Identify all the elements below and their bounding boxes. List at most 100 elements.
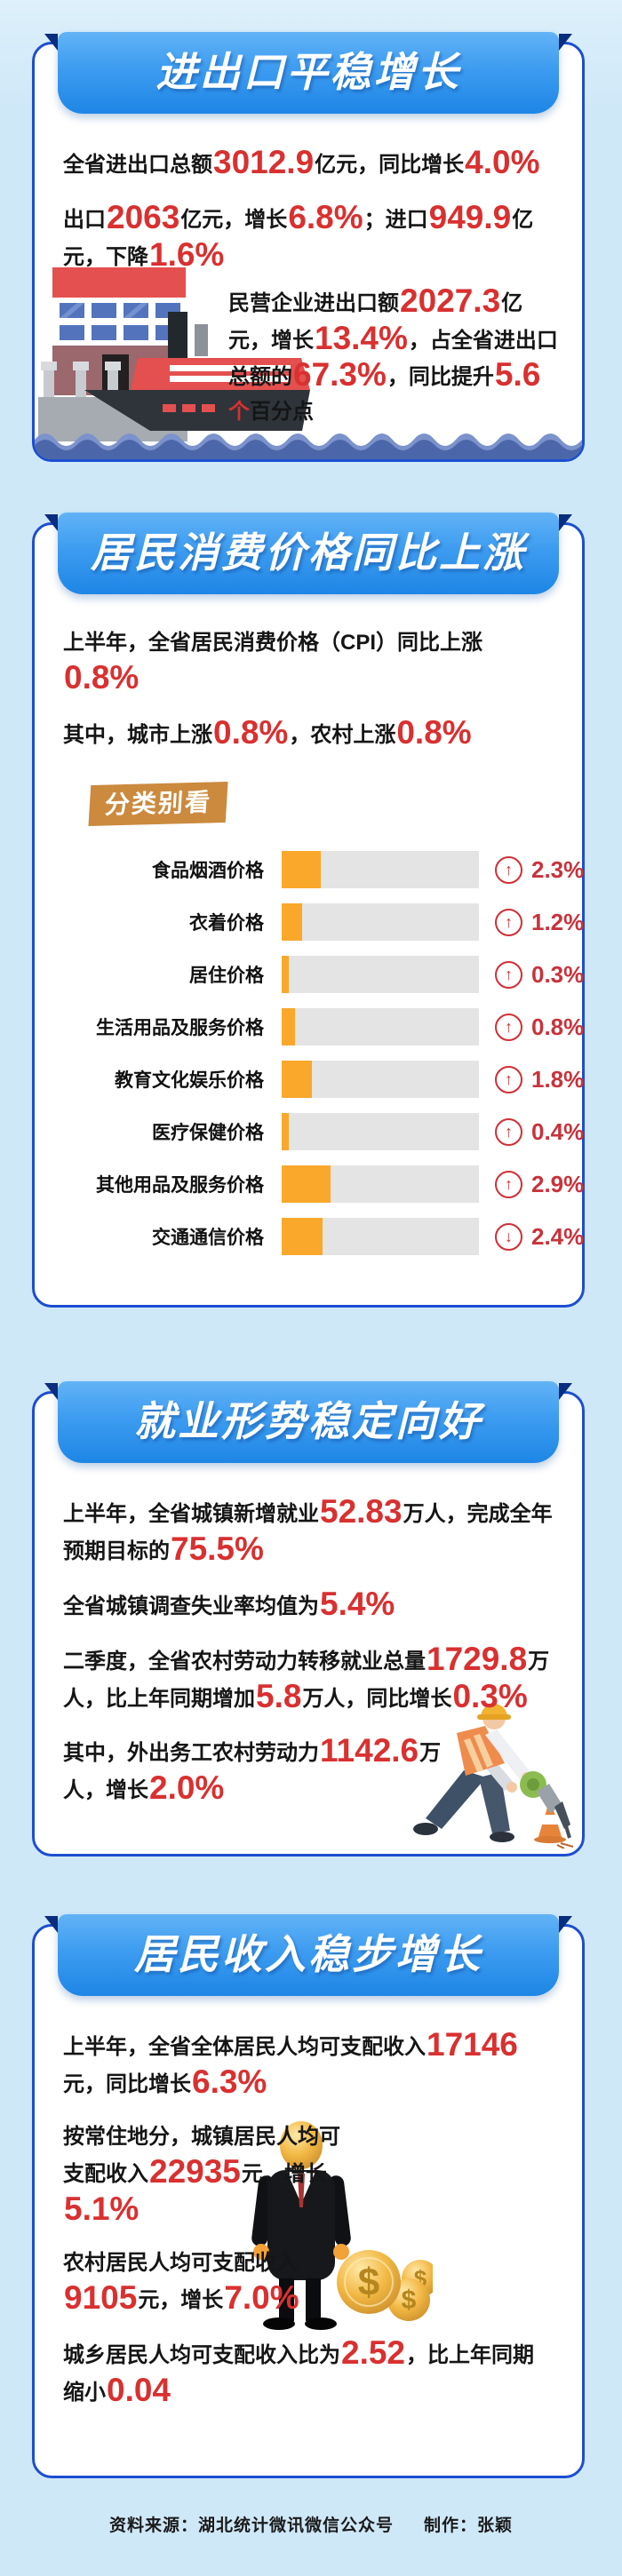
text-segment: ；进口	[363, 207, 428, 232]
cpi-bar-fill	[282, 1008, 295, 1046]
text-segment: 5.4%	[320, 1585, 395, 1622]
text-segment: 1.6%	[149, 235, 225, 273]
svg-text:$: $	[358, 2261, 379, 2304]
paragraph-cpi-headline: 上半年，全省居民消费价格（CPI）同比上涨 0.8%	[63, 626, 507, 698]
employment-body: 上半年，全省城镇新增就业52.83万人，完成全年预期目标的75.5% 全省城镇调…	[35, 1493, 582, 1809]
cpi-row-label: 居住价格	[189, 966, 264, 987]
cpi-bar-fill	[282, 1113, 289, 1151]
businessman-illustration: $ $ $	[251, 2121, 433, 2330]
arrow-up-icon: ↑	[495, 960, 522, 989]
text-segment: 13.4%	[315, 319, 408, 356]
cpi-chart-row: 生活用品及服务价格 ↑ 0.8%	[63, 1001, 584, 1053]
text-segment: 万人，同比增长	[302, 1686, 452, 1711]
paragraph-income-urban: 按常住地分，城镇居民人均可支配收入22935元，增长 5.1%	[63, 2120, 344, 2230]
cpi-chart-row: 其他用品及服务价格 ↑ 2.9%	[63, 1158, 584, 1211]
trade-banner: 进出口平稳增长	[44, 32, 572, 114]
paragraph-cpi-split: 其中，城市上涨0.8%，农村上涨0.8%	[63, 713, 554, 753]
port-ship-illustration	[38, 267, 310, 441]
income-title: 居民收入稳步增长	[134, 1931, 482, 1977]
paragraph-migrant-workers: 其中，外出务工农村劳动力1142.6万人，增长2.0%	[63, 1733, 454, 1809]
cpi-bar-chart: 食品烟酒价格 ↑ 2.3% 衣着价格 ↑ 1.2% 居住价格 ↑ 0.3% 生活用品及服务价格 ↑ 0…	[63, 844, 584, 1263]
paragraph-trade-total: 全省进出口总额3012.9亿元，同比增长4.0%	[63, 144, 554, 183]
cpi-chart-row: 食品烟酒价格 ↑ 2.3%	[63, 844, 584, 896]
cpi-bar-fill	[282, 1061, 312, 1099]
text-segment: 9105	[64, 2279, 138, 2317]
income-body: 上半年，全省全体居民人均可支配收入17146 元，同比增长6.3% 按常住地分，城…	[35, 2026, 582, 2411]
employment-banner: 就业形势稳定向好	[44, 1381, 572, 1463]
text-segment: 3012.9	[213, 144, 315, 180]
cpi-bar-track	[282, 903, 479, 942]
card-employment: 就业形势稳定向好 上半年，全省城镇新增就业52.83万人，完成全年预期目标的75…	[32, 1381, 585, 1856]
card-trade: 进出口平稳增长 全省进出口总额3012.9亿元，同比增长4.0% 出口2063亿…	[32, 32, 585, 462]
text-segment: 5.8	[256, 1677, 302, 1714]
text-segment: 6.8%	[288, 198, 363, 235]
text-segment: 民营企业进出口额	[228, 290, 399, 315]
text-segment: 上半年，全省居民消费价格（CPI）同比上涨	[63, 631, 483, 655]
cpi-bar-fill	[282, 1218, 323, 1256]
golden-head	[280, 2121, 323, 2169]
cpi-row-value: 0.3%	[531, 960, 585, 988]
text-segment: 二季度，全省农村劳动力转移就业总量	[63, 1649, 426, 1674]
cpi-body: 上半年，全省居民消费价格（CPI）同比上涨0.8% 其中，城市上涨0.8%，农村…	[35, 626, 584, 1263]
paragraph-income-overall: 上半年，全省全体居民人均可支配收入17146 元，同比增长6.3%	[63, 2026, 554, 2103]
text-segment: 0.3%	[452, 1677, 528, 1714]
text-segment: 城乡居民人均可支配收入比为	[63, 2343, 340, 2368]
text-segment: 万人，完成全年预期目标的	[63, 1502, 553, 1563]
income-banner: 居民收入稳步增长	[44, 1914, 572, 1996]
arrow-up-icon: ↑	[495, 1117, 522, 1146]
warehouse-roof	[52, 267, 186, 298]
text-segment: 67.3%	[293, 356, 387, 394]
cpi-bar-track	[282, 1008, 479, 1046]
text-segment: 亿元，增长	[180, 207, 288, 232]
text-segment: 17146	[427, 2026, 518, 2063]
cpi-row-label: 医疗保健价格	[152, 1123, 264, 1144]
text-segment: 其中，城市上涨	[63, 722, 212, 747]
cpi-chart-row: 教育文化娱乐价格 ↑ 1.8%	[63, 1053, 584, 1106]
cpi-row-label: 其他用品及服务价格	[96, 1175, 264, 1197]
text-segment: 上半年，全省城镇新增就业	[63, 1502, 319, 1526]
paragraph-new-jobs: 上半年，全省城镇新增就业52.83万人，完成全年预期目标的75.5%	[63, 1493, 554, 1570]
text-segment: 上半年，全省全体居民人均可支配收入	[63, 2035, 426, 2059]
text-segment: 亿元，增长	[228, 290, 523, 353]
cpi-banner: 居民消费价格同比上涨	[44, 513, 572, 594]
paragraph-trade-private: 民营企业进出口额2027.3亿元，增长13.4%，占全省进出口总额的67.3%，…	[228, 283, 559, 431]
text-segment: 亿元，下降	[63, 207, 534, 269]
text-segment: 百分点	[250, 400, 314, 425]
text-segment: 其中，外出务工农村劳动力	[63, 1741, 319, 1766]
text-segment: ，同比提升	[387, 365, 494, 390]
text-segment: 75.5%	[171, 1530, 264, 1567]
cpi-bar-fill	[282, 956, 289, 994]
cpi-bar-track	[282, 1218, 479, 1256]
cpi-row-label: 衣着价格	[189, 913, 264, 934]
text-segment: 949.9	[428, 198, 512, 235]
paragraph-income-rural: 农村居民人均可支配收入 9105元，增长7.0%	[63, 2246, 339, 2318]
data-source: 资料来源：湖北统计微讯微信公众号	[108, 2516, 394, 2535]
cpi-row-value: 1.2%	[531, 908, 585, 935]
traffic-cone-icon	[534, 1799, 574, 1849]
cpi-bar-track	[282, 1113, 479, 1151]
cpi-row-value: 2.4%	[531, 1222, 585, 1250]
cpi-bar-fill	[282, 851, 321, 889]
cpi-bar-fill	[282, 903, 302, 942]
text-segment: ，农村上涨	[289, 722, 396, 747]
arrow-up-icon: ↑	[495, 908, 522, 936]
text-segment: 万人，比上年同期增加	[63, 1649, 550, 1711]
text-segment: 出口	[63, 207, 106, 232]
arrow-up-icon: ↑	[495, 1065, 522, 1093]
text-segment: 5.6	[494, 356, 541, 394]
svg-text:$: $	[402, 2286, 417, 2315]
arrow-up-icon: ↑	[495, 1013, 522, 1041]
cpi-row-value: 1.8%	[531, 1065, 585, 1093]
wave-water-band	[35, 422, 582, 459]
text-segment: 2.0%	[149, 1769, 225, 1807]
trade-title: 进出口平稳增长	[156, 49, 461, 95]
text-segment: 52.83	[320, 1493, 403, 1530]
cpi-row-label: 生活用品及服务价格	[96, 1018, 264, 1039]
text-segment: 0.04	[107, 2372, 171, 2408]
striped-tie	[298, 2174, 305, 2207]
text-segment: 0.8%	[213, 713, 289, 751]
cpi-row-value: 0.4%	[531, 1117, 585, 1145]
text-segment: 0.8%	[396, 713, 472, 751]
paragraph-income-ratio: 城乡居民人均可支配收入比为2.52，比上年同期缩小0.04	[63, 2335, 554, 2411]
